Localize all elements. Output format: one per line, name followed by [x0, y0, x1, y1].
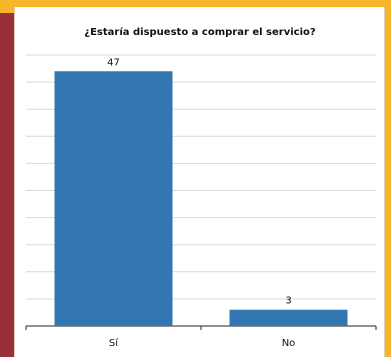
value-labels-layer: 47 3	[107, 57, 292, 306]
bar-chart: ¿Estaría dispuesto a comprar el servicio…	[25, 26, 377, 349]
bars-layer	[54, 71, 348, 326]
chart-axes	[25, 325, 377, 330]
bar-s-	[54, 71, 173, 326]
category-label: No	[282, 338, 296, 349]
value-label: 47	[107, 57, 120, 68]
value-label: 3	[285, 296, 291, 307]
category-labels-layer: Sí No	[109, 337, 295, 349]
chart-panel: ¿Estaría dispuesto a comprar el servicio…	[14, 7, 385, 357]
category-label: Sí	[109, 337, 119, 349]
left-decorative-strip	[0, 13, 14, 357]
chart-title: ¿Estaría dispuesto a comprar el servicio…	[84, 26, 316, 38]
bar-no	[229, 309, 348, 326]
